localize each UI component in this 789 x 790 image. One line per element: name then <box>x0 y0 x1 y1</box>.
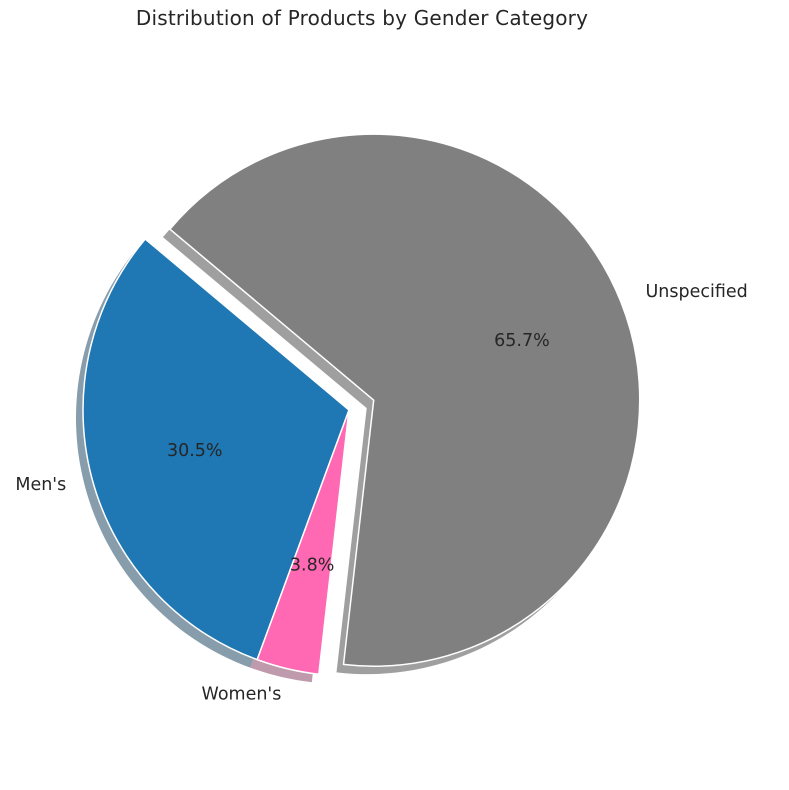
pct-women-s: 3.8% <box>290 555 334 575</box>
pct-men-s: 30.5% <box>167 441 223 461</box>
wedge-unspecified <box>169 133 641 667</box>
label-unspecified: Unspecified <box>645 282 747 302</box>
wedge-men-s <box>82 238 350 661</box>
wedge-women-s <box>256 409 350 676</box>
pie-wedges <box>82 133 641 676</box>
label-men-s: Men's <box>15 475 66 495</box>
pct-unspecified: 65.7% <box>494 331 550 351</box>
label-women-s: Women's <box>202 685 282 705</box>
chart-title: Distribution of Products by Gender Categ… <box>135 6 589 30</box>
pie-labels: Men's 30.5% Women's 3.8% Unspecified 65.7% <box>15 282 747 705</box>
